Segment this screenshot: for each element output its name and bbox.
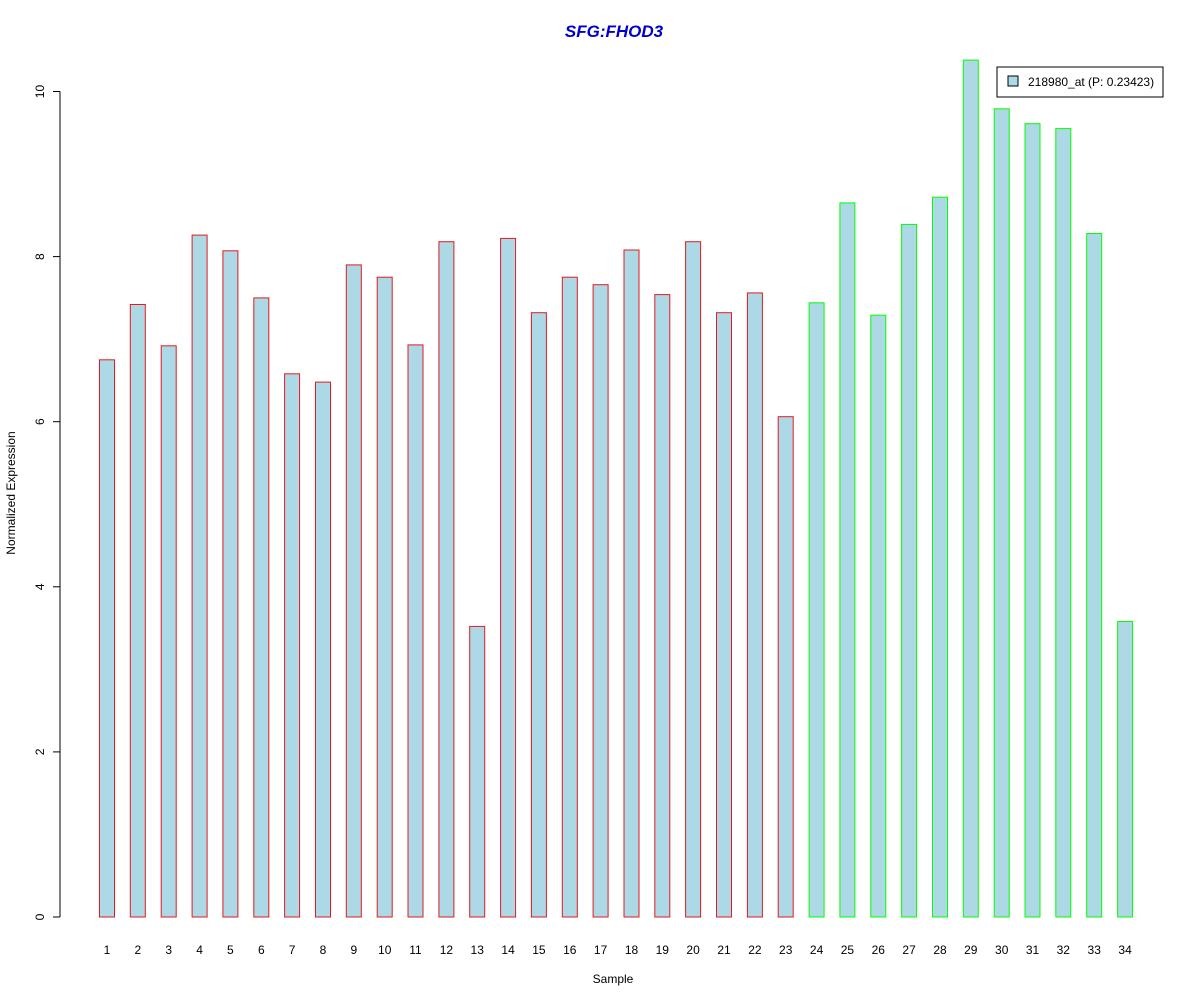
bar-sample-31	[1024, 123, 1041, 918]
x-axis-tick-label: 3	[165, 943, 172, 957]
y-axis-tick-label: 8	[33, 253, 47, 260]
bar-sample-2	[129, 304, 146, 918]
bar-sample-32	[1055, 128, 1072, 918]
x-axis-tick-label: 27	[902, 943, 916, 957]
x-axis-tick-label: 21	[717, 943, 731, 957]
bar-sample-10	[376, 276, 393, 918]
x-axis-tick-label: 31	[1026, 943, 1040, 957]
bar-sample-8	[315, 381, 331, 918]
bar-sample-6	[253, 297, 270, 918]
y-axis-tick-label: 4	[33, 583, 47, 590]
bar-sample-9	[345, 264, 362, 918]
y-axis-tick-label: 2	[33, 748, 47, 755]
x-axis-tick-label: 5	[227, 943, 234, 957]
x-axis-tick-label: 14	[501, 943, 515, 957]
x-axis-tick-label: 22	[748, 943, 762, 957]
bar-sample-5	[222, 250, 239, 918]
legend-label: 218980_at (P: 0.23423)	[1028, 75, 1154, 89]
bar-sample-16	[561, 276, 578, 918]
x-axis-tick-label: 6	[258, 943, 265, 957]
bar-sample-1	[99, 359, 115, 918]
x-axis-tick-label: 15	[532, 943, 546, 957]
bar-sample-27	[901, 223, 918, 918]
y-axis-tick-label: 6	[33, 418, 47, 425]
bar-sample-3	[160, 345, 177, 918]
x-axis-tick-label: 20	[686, 943, 700, 957]
x-axis-tick-label: 7	[289, 943, 296, 957]
x-axis-tick-label: 8	[320, 943, 327, 957]
x-axis-tick-label: 11	[409, 943, 422, 957]
x-axis-tick-label: 33	[1088, 943, 1102, 957]
bar-sample-23	[777, 416, 794, 918]
x-axis-tick-label: 10	[378, 943, 392, 957]
bars-group	[99, 59, 1134, 918]
x-axis-label: Sample	[593, 972, 634, 986]
bar-sample-4	[191, 234, 208, 918]
legend-box	[996, 66, 1164, 98]
bar-sample-12	[438, 241, 455, 918]
bar-sample-25	[839, 202, 856, 918]
bar-sample-24	[808, 302, 825, 918]
x-axis-tick-label: 29	[964, 943, 978, 957]
y-axis-label: Normalized Expression	[4, 431, 18, 554]
bar-sample-13	[469, 625, 486, 918]
x-axis-tick-label: 28	[933, 943, 947, 957]
bar-sample-29	[962, 59, 979, 918]
bar-sample-14	[500, 237, 517, 918]
x-axis-tick-label: 23	[779, 943, 793, 957]
bar-sample-22	[746, 292, 763, 918]
x-axis-tick-label: 12	[440, 943, 454, 957]
x-axis-tick-label: 30	[995, 943, 1009, 957]
bar-sample-26	[870, 314, 887, 918]
x-axis-tick-label: 9	[350, 943, 357, 957]
bar-sample-17	[592, 284, 609, 918]
bar-sample-20	[685, 241, 702, 918]
bar-sample-19	[654, 294, 671, 918]
x-axis-tick-label: 4	[196, 943, 203, 957]
y-axis-tick-label: 10	[33, 85, 47, 99]
x-axis-tick-label: 24	[810, 943, 824, 957]
x-axis-tick-label: 17	[594, 943, 608, 957]
bar-sample-11	[407, 344, 424, 918]
x-axis-tick-label: 32	[1057, 943, 1071, 957]
x-axis-tick-label: 2	[134, 943, 141, 957]
legend-swatch	[1007, 75, 1019, 87]
x-axis-tick-label: 26	[872, 943, 886, 957]
bar-sample-21	[716, 312, 732, 918]
x-axis-tick-label: 18	[625, 943, 639, 957]
legend: 218980_at (P: 0.23423)	[996, 66, 1164, 98]
bar-sample-7	[284, 373, 301, 918]
bar-sample-34	[1117, 621, 1134, 918]
x-axis-tick-label: 1	[104, 943, 111, 957]
bar-sample-18	[623, 249, 640, 918]
chart-title: SFG:FHOD3	[565, 22, 664, 41]
x-axis-tick-label: 34	[1118, 943, 1132, 957]
y-axis-tick-label: 0	[33, 913, 47, 920]
y-axis: 0 2 4 6 8 10	[33, 85, 61, 920]
x-axis-tick-label: 16	[563, 943, 577, 957]
bar-sample-28	[932, 196, 948, 918]
x-axis-tick-label: 25	[841, 943, 855, 957]
bar-sample-33	[1086, 233, 1103, 918]
bar-sample-15	[530, 312, 547, 918]
x-axis-tick-label: 13	[471, 943, 485, 957]
bar-sample-30	[993, 108, 1010, 918]
x-axis-tick-label: 19	[656, 943, 670, 957]
x-axis-tick-labels: 1 2 3 4 5 6 7 8 9 10 11 12 13 14 15 16 17 18 19 20 21 22 23 24 2…	[104, 943, 1132, 957]
